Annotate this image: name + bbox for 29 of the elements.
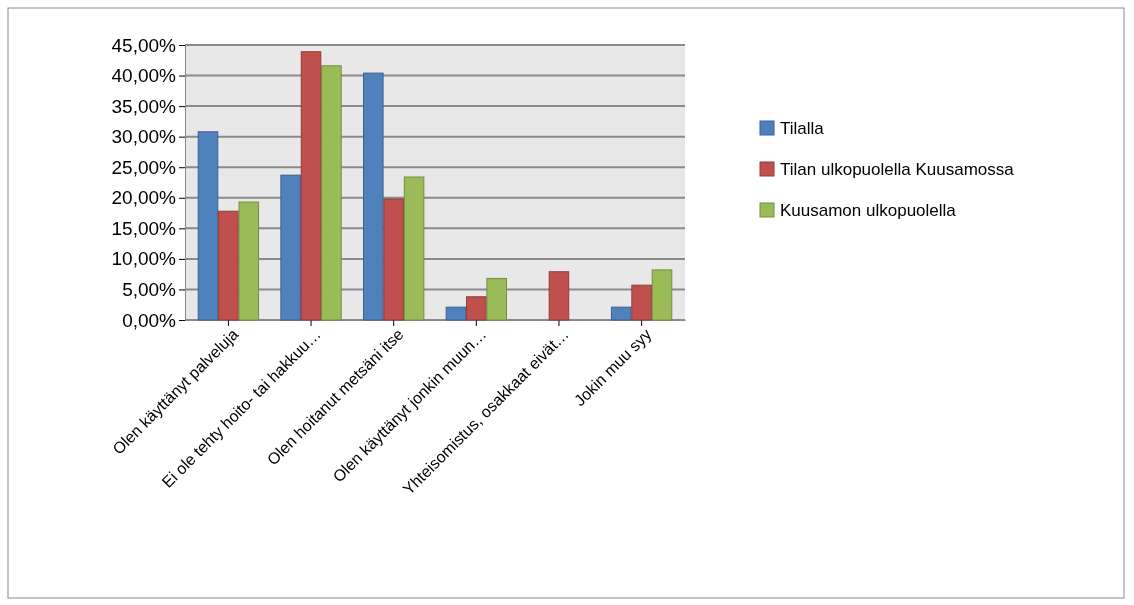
bar xyxy=(486,277,507,321)
bar xyxy=(300,51,322,321)
y-tick-label: 35,00% xyxy=(111,95,177,117)
legend-label: Kuusamon ulkopuolella xyxy=(780,200,957,220)
bar xyxy=(445,306,467,321)
bar xyxy=(321,65,342,321)
bar xyxy=(218,210,239,321)
bar xyxy=(548,271,570,321)
legend-label: Tilalla xyxy=(780,118,825,138)
y-tick-label: 5,00% xyxy=(122,279,177,301)
bar xyxy=(631,284,652,321)
y-tick-label: 45,00% xyxy=(111,34,177,56)
y-tick-label: 0,00% xyxy=(122,309,177,331)
bar xyxy=(363,72,384,321)
bar xyxy=(651,269,673,321)
y-tick-label: 40,00% xyxy=(111,65,177,87)
y-tick-label: 10,00% xyxy=(111,248,177,270)
bar xyxy=(280,174,301,321)
y-tick-label: 20,00% xyxy=(111,187,177,209)
bar xyxy=(610,306,632,321)
y-tick-label: 15,00% xyxy=(111,217,177,239)
bar xyxy=(197,131,219,321)
y-tick-label: 25,00% xyxy=(111,156,177,178)
legend-label: Tilan ulkopuolella Kuusamossa xyxy=(780,159,1015,179)
y-tick-label: 30,00% xyxy=(111,126,177,148)
bar xyxy=(238,201,260,321)
bar xyxy=(403,176,425,321)
bar xyxy=(383,198,404,321)
bar xyxy=(466,296,487,321)
